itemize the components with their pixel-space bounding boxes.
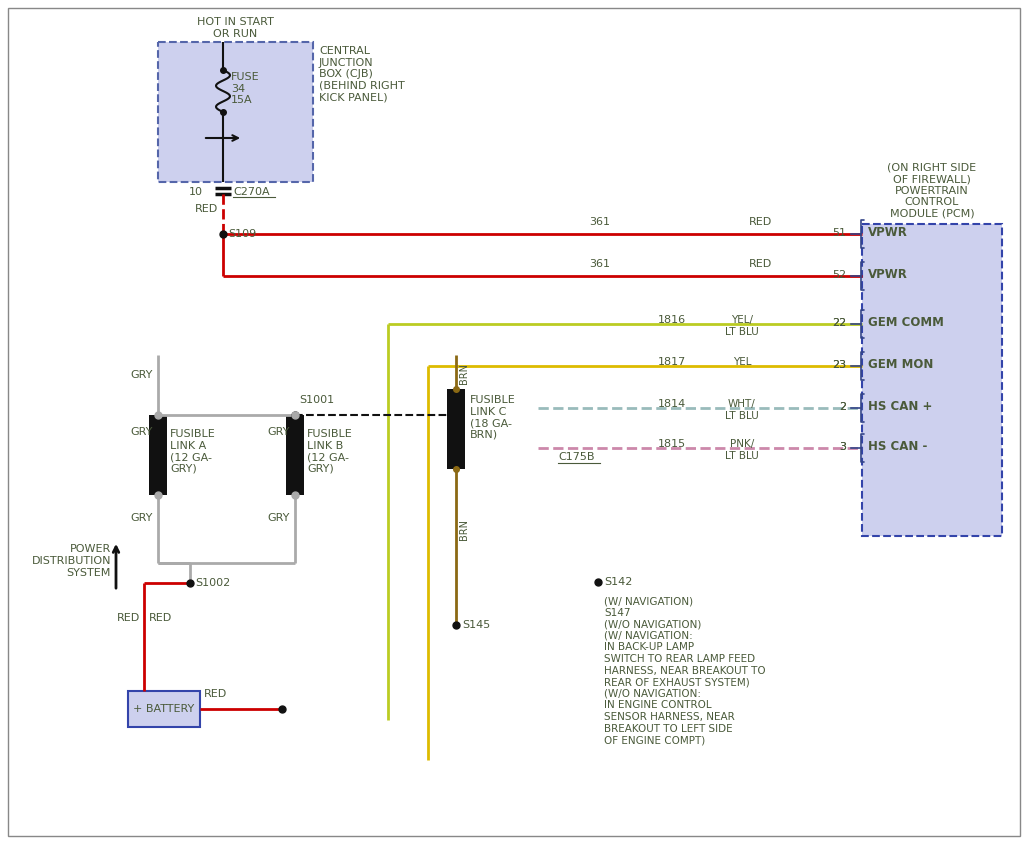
Text: 52: 52 — [832, 270, 846, 280]
Text: GRY: GRY — [131, 427, 153, 437]
Bar — [862, 224, 1002, 536]
Text: S1002: S1002 — [195, 578, 230, 588]
Bar — [149, 415, 167, 495]
Text: C270A: C270A — [233, 187, 269, 197]
Text: 1814: 1814 — [658, 399, 686, 409]
Text: YEL: YEL — [733, 357, 751, 367]
Bar — [286, 415, 304, 495]
Text: 3: 3 — [839, 442, 846, 452]
Text: 51: 51 — [832, 228, 846, 238]
Text: VPWR: VPWR — [868, 268, 908, 281]
Text: 22: 22 — [832, 318, 846, 328]
Text: HS CAN +: HS CAN + — [868, 400, 932, 413]
Text: 3: 3 — [839, 442, 846, 452]
Text: 23: 23 — [832, 360, 846, 370]
Text: FUSIBLE
LINK A
(12 GA-
GRY): FUSIBLE LINK A (12 GA- GRY) — [170, 429, 216, 473]
Text: (ON RIGHT SIDE
OF FIREWALL)
POWERTRAIN
CONTROL
MODULE (PCM): (ON RIGHT SIDE OF FIREWALL) POWERTRAIN C… — [887, 163, 977, 219]
Text: S145: S145 — [462, 620, 490, 630]
Text: FUSIBLE
LINK C
(18 GA-
BRN): FUSIBLE LINK C (18 GA- BRN) — [470, 395, 516, 440]
Text: PNK/
LT BLU: PNK/ LT BLU — [725, 439, 759, 461]
Text: CENTRAL
JUNCTION
BOX (CJB)
(BEHIND RIGHT
KICK PANEL): CENTRAL JUNCTION BOX (CJB) (BEHIND RIGHT… — [319, 46, 405, 102]
Text: GRY: GRY — [131, 370, 153, 380]
Text: GEM COMM: GEM COMM — [868, 316, 944, 329]
Text: HS CAN -: HS CAN - — [868, 440, 927, 453]
Text: VPWR: VPWR — [868, 226, 908, 239]
Text: S109: S109 — [228, 229, 256, 239]
Text: S142: S142 — [604, 577, 632, 587]
Text: HOT IN START
OR RUN: HOT IN START OR RUN — [197, 18, 273, 39]
Text: GEM MON: GEM MON — [868, 358, 933, 371]
Bar — [128, 691, 200, 727]
Text: RED: RED — [748, 259, 772, 269]
Bar — [447, 389, 465, 469]
Text: RED: RED — [149, 613, 173, 623]
Text: 1817: 1817 — [658, 357, 686, 367]
Text: 23: 23 — [832, 360, 846, 370]
Text: 2: 2 — [839, 402, 846, 412]
Text: BRN: BRN — [458, 363, 469, 383]
Text: GRY: GRY — [267, 427, 290, 437]
Text: + BATTERY: + BATTERY — [134, 704, 194, 714]
Text: 22: 22 — [832, 318, 846, 328]
Text: 2: 2 — [839, 402, 846, 412]
Text: BRN: BRN — [458, 520, 469, 540]
Text: FUSIBLE
LINK B
(12 GA-
GRY): FUSIBLE LINK B (12 GA- GRY) — [307, 429, 353, 473]
Text: 10: 10 — [189, 187, 203, 197]
Text: YEL/
LT BLU: YEL/ LT BLU — [725, 315, 759, 337]
Text: RED: RED — [204, 689, 227, 699]
Text: 361: 361 — [589, 217, 611, 227]
Text: POWER
DISTRIBUTION
SYSTEM: POWER DISTRIBUTION SYSTEM — [32, 544, 111, 577]
Text: GRY: GRY — [131, 513, 153, 523]
Text: C175B: C175B — [558, 452, 594, 462]
Text: FUSE
34
15A: FUSE 34 15A — [231, 72, 260, 106]
Text: GRY: GRY — [267, 513, 290, 523]
Text: RED: RED — [748, 217, 772, 227]
Text: 361: 361 — [589, 259, 611, 269]
Bar — [158, 42, 313, 182]
Text: RED: RED — [194, 204, 218, 214]
Text: 1816: 1816 — [658, 315, 686, 325]
Text: WHT/
LT BLU: WHT/ LT BLU — [725, 399, 759, 420]
Text: RED: RED — [117, 613, 140, 623]
Text: 1815: 1815 — [658, 439, 686, 449]
Text: (W/ NAVIGATION)
S147
(W/O NAVIGATION)
(W/ NAVIGATION:
IN BACK-UP LAMP
SWITCH TO : (W/ NAVIGATION) S147 (W/O NAVIGATION) (W… — [604, 596, 766, 745]
Text: S1001: S1001 — [299, 395, 334, 405]
